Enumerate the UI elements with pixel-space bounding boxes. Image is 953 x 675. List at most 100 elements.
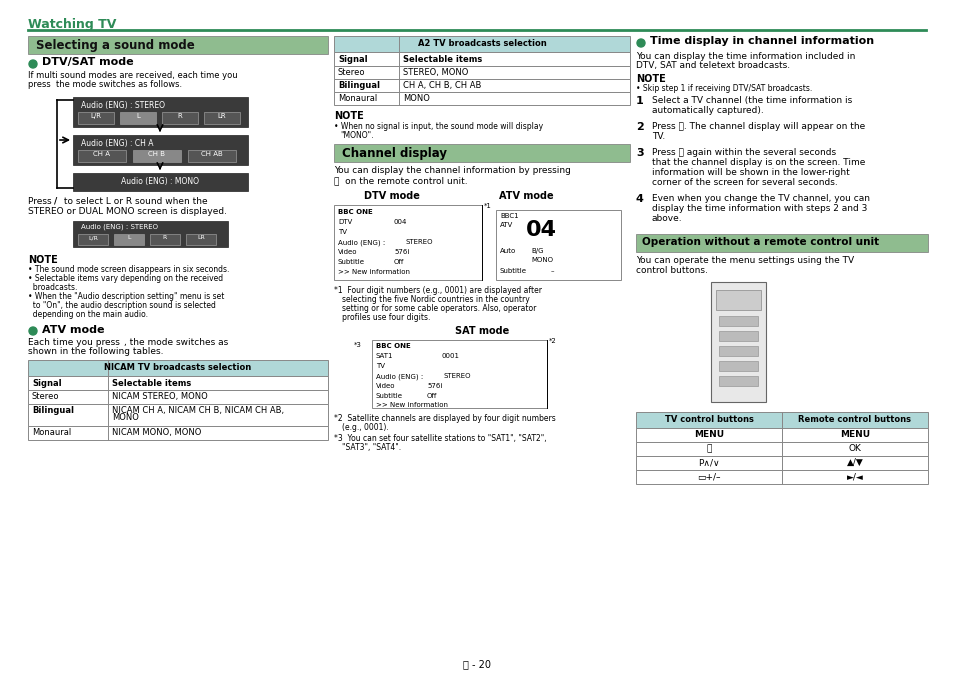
Text: Subtitle: Subtitle [337,259,365,265]
Text: *1  Four digit numbers (e.g., 0001) are displayed after: *1 Four digit numbers (e.g., 0001) are d… [334,286,541,295]
Text: LR: LR [217,113,226,119]
Text: • When no signal is input, the sound mode will display: • When no signal is input, the sound mod… [334,122,542,131]
Text: TV: TV [337,229,347,235]
Text: Press: Press [28,197,54,206]
Text: MONO: MONO [402,94,430,103]
Bar [73,221,228,247]
Bar [120,112,156,124]
Text: Selecting a sound mode: Selecting a sound mode [36,39,194,52]
Bar [162,112,198,124]
Text: SAT1: SAT1 [375,353,393,359]
Text: OK: OK [847,444,861,453]
Text: ATV mode: ATV mode [42,325,105,335]
Text: A2 TV broadcasts selection: A2 TV broadcasts selection [417,39,546,48]
Text: Subtitle: Subtitle [375,393,402,399]
Bar [716,290,760,310]
Text: Auto: Auto [499,248,516,254]
Bar [781,456,927,470]
Text: Channel display: Channel display [341,147,447,160]
Bar [636,234,927,252]
Text: Audio (ENG) : CH A: Audio (ENG) : CH A [81,139,153,148]
Text: Bilingual: Bilingual [32,406,74,415]
Text: "SAT3", "SAT4".: "SAT3", "SAT4". [341,443,400,452]
Text: DTV/SAT mode: DTV/SAT mode [42,57,133,67]
Text: L/R: L/R [91,113,101,119]
Bar [334,52,629,66]
Text: CH A: CH A [93,151,111,157]
Bar [781,412,927,428]
Text: Audio (ENG) : STEREO: Audio (ENG) : STEREO [81,224,158,230]
Bar [28,36,328,54]
Bar [636,470,781,484]
Text: MENU: MENU [839,430,869,439]
Bar [334,144,629,162]
Bar [719,331,758,341]
Text: *3: *3 [354,342,361,348]
Bar [113,234,144,245]
Text: 04: 04 [525,220,556,240]
Bar [186,234,215,245]
Circle shape [29,60,37,68]
Text: Remote control buttons: Remote control buttons [798,415,910,424]
Text: Bilingual: Bilingual [337,81,379,90]
Text: >> New information: >> New information [337,269,410,275]
Text: • Selectable items vary depending on the received: • Selectable items vary depending on the… [28,274,223,283]
Bar [781,428,927,442]
Text: NOTE: NOTE [636,74,665,84]
Text: , the mode switches as: , the mode switches as [124,338,228,347]
Text: ►/◄: ►/◄ [845,472,862,481]
Text: Subtitle: Subtitle [499,268,526,274]
Text: Watching TV: Watching TV [28,18,116,31]
Text: 0001: 0001 [441,353,459,359]
Text: STEREO: STEREO [443,373,471,379]
Text: automatically captured).: automatically captured). [651,106,763,115]
Text: 004: 004 [394,219,407,225]
Bar [28,376,328,390]
Bar [132,150,181,162]
Bar [334,79,629,92]
Text: shown in the following tables.: shown in the following tables. [28,347,163,356]
Text: Ⓐ - 20: Ⓐ - 20 [462,659,491,669]
Bar [636,442,781,456]
Text: R: R [177,113,182,119]
Text: NICAM TV broadcasts selection: NICAM TV broadcasts selection [104,363,252,372]
Text: BBC ONE: BBC ONE [337,209,373,215]
Text: Monaural: Monaural [337,94,376,103]
Bar [78,112,113,124]
Bar [73,135,248,165]
Text: 1: 1 [636,96,643,106]
Text: Audio (ENG) :: Audio (ENG) : [337,239,385,246]
Bar [78,150,126,162]
Text: 576i: 576i [394,249,409,255]
Text: STEREO or DUAL MONO screen is displayed.: STEREO or DUAL MONO screen is displayed. [28,207,227,216]
Text: that the channel display is on the screen. Time: that the channel display is on the scree… [651,158,864,167]
Text: ⎗: ⎗ [705,444,711,453]
Bar [636,412,781,428]
Bar [334,92,629,105]
Bar [188,150,235,162]
Text: Monaural: Monaural [32,428,71,437]
Text: You can operate the menu settings using the TV: You can operate the menu settings using … [636,256,853,265]
Bar [719,346,758,356]
Text: • Skip step 1 if receiving DTV/SAT broadcasts.: • Skip step 1 if receiving DTV/SAT broad… [636,84,811,93]
Text: NOTE: NOTE [334,111,363,121]
Bar [781,470,927,484]
Text: 3: 3 [636,148,643,158]
Text: broadcasts.: broadcasts. [28,283,77,292]
Text: Selectable items: Selectable items [402,55,482,64]
Text: (e.g., 0001).: (e.g., 0001). [341,423,388,432]
Text: L/R: L/R [88,235,98,240]
Text: CH AB: CH AB [201,151,223,157]
Text: NOTE: NOTE [28,255,58,265]
Text: selecting the five Nordic countries in the country: selecting the five Nordic countries in t… [341,295,529,304]
Text: Even when you change the TV channel, you can: Even when you change the TV channel, you… [651,194,869,203]
Bar [150,234,180,245]
Text: 2: 2 [636,122,643,132]
Bar [719,376,758,386]
Text: DTV, SAT and teletext broadcasts.: DTV, SAT and teletext broadcasts. [636,61,789,70]
Text: Each time you press: Each time you press [28,338,123,347]
Text: press: press [28,80,53,89]
Text: SAT mode: SAT mode [455,326,509,336]
Text: You can display the time information included in: You can display the time information inc… [636,52,855,61]
Circle shape [29,327,37,335]
